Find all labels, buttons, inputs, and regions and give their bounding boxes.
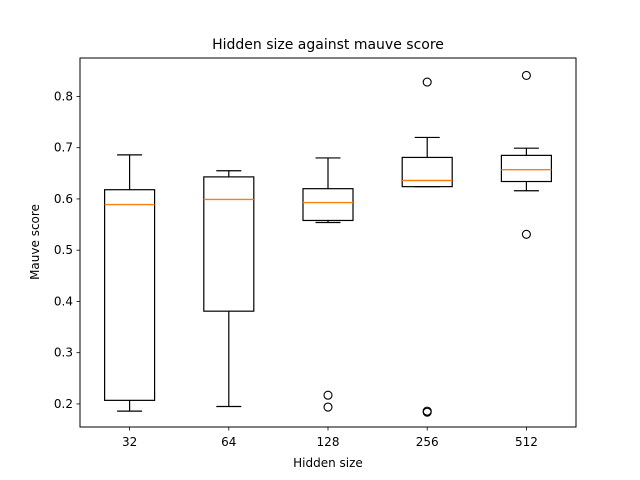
x-axis-label: Hidden size xyxy=(293,456,363,470)
outlier-point xyxy=(422,77,432,87)
x-tick-label: 128 xyxy=(317,435,340,449)
axes-frame xyxy=(79,57,577,428)
y-tick-label: 0.5 xyxy=(54,243,73,257)
outlier-point xyxy=(521,229,531,239)
outlier-point xyxy=(422,407,432,417)
outlier-point xyxy=(323,402,333,412)
y-axis-label: Mauve score xyxy=(28,204,42,280)
y-tick-label: 0.6 xyxy=(54,192,73,206)
x-tick-label: 64 xyxy=(221,435,236,449)
chart-title: Hidden size against mauve score xyxy=(212,37,444,53)
box-iqr xyxy=(401,156,453,188)
box-iqr xyxy=(500,154,552,183)
y-tick-label: 0.7 xyxy=(54,141,73,155)
y-tick-label: 0.2 xyxy=(54,397,73,411)
x-tick-label: 32 xyxy=(122,435,137,449)
outlier-point xyxy=(323,390,333,400)
y-tick-label: 0.8 xyxy=(54,89,73,103)
box-iqr xyxy=(203,176,255,312)
box-iqr xyxy=(302,188,354,222)
y-tick-label: 0.3 xyxy=(54,346,73,360)
x-tick-label: 512 xyxy=(515,435,538,449)
plot-area: 0.2 0.3 0.4 0.5 0.6 0.7 0.8 32 64 128 256 512 xyxy=(54,57,577,449)
outlier-point xyxy=(521,70,531,80)
box-iqr xyxy=(103,189,156,401)
y-tick-label: 0.4 xyxy=(54,294,73,308)
x-tick-label: 256 xyxy=(416,435,439,449)
